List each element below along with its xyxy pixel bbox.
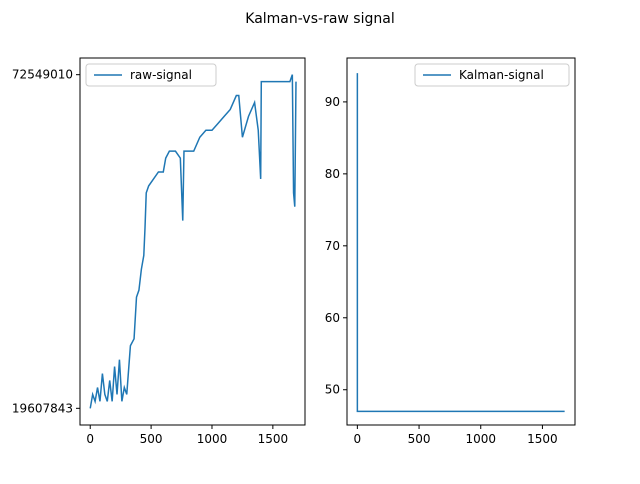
y-tick-label: 72549010 <box>12 68 73 82</box>
x-tick-label: 500 <box>408 432 431 446</box>
x-tick-label: 1000 <box>197 432 228 446</box>
legend-box <box>414 63 570 87</box>
line <box>356 73 565 413</box>
x-tick-label: 0 <box>86 432 94 446</box>
x-tick-label: 1500 <box>527 432 558 446</box>
figure-title: Kalman-vs-raw signal <box>245 11 394 27</box>
x-tick-label: 500 <box>140 432 163 446</box>
y-tick-label: 19607843 <box>12 401 73 415</box>
y-tick-label: 80 <box>325 167 340 181</box>
x-tick-label: 0 <box>354 432 362 446</box>
legend-box <box>85 63 217 87</box>
y-tick-label: 90 <box>325 95 340 109</box>
legend-label: Kalman-signal <box>459 68 544 82</box>
y-tick-label: 60 <box>325 311 340 325</box>
legend-label: raw-signal <box>130 68 192 82</box>
line <box>89 74 297 409</box>
axes-frame <box>79 57 306 426</box>
y-tick-label: 50 <box>325 383 340 397</box>
axes-frame <box>346 57 576 426</box>
x-tick-label: 1000 <box>465 432 496 446</box>
y-tick-label: 70 <box>325 239 340 253</box>
x-tick-label: 1500 <box>258 432 289 446</box>
